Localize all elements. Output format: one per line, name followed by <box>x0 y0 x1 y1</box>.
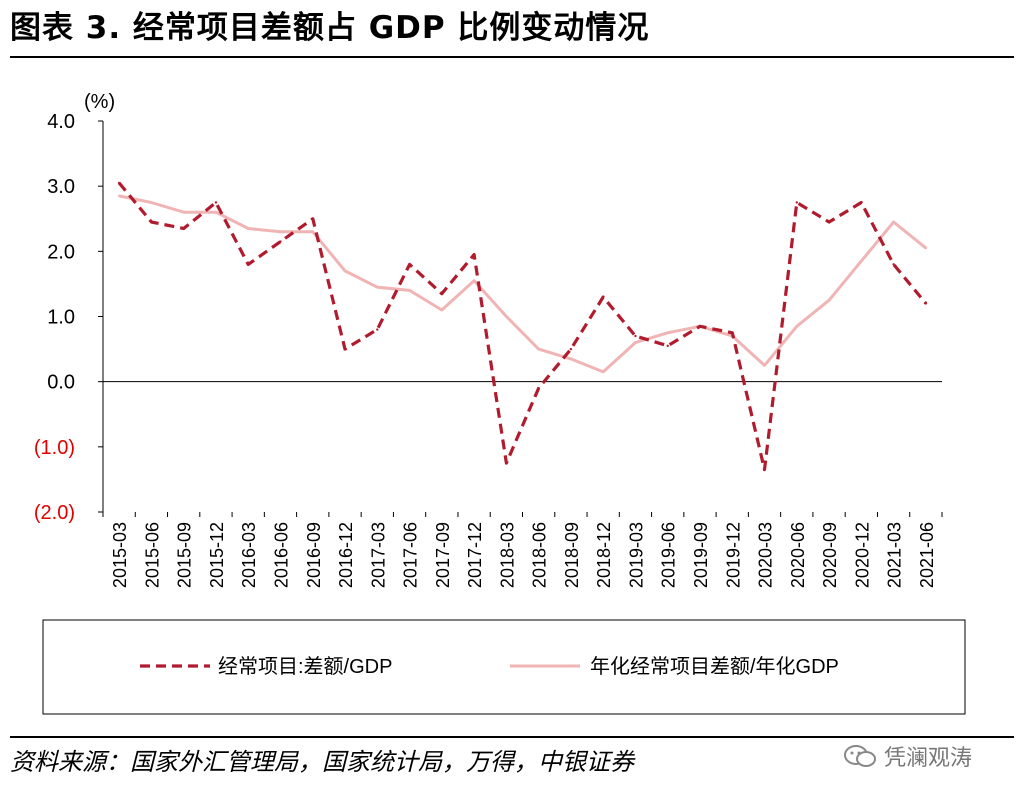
watermark: 凭澜观涛 <box>842 740 972 772</box>
x-tick-label: 2019-06 <box>659 522 679 588</box>
figure-title: 图表 3. 经常项目差额占 GDP 比例变动情况 <box>10 10 650 46</box>
y-tick-label: 2.0 <box>47 241 75 263</box>
y-tick-label: 4.0 <box>47 111 75 133</box>
x-tick-label: 2016-09 <box>304 522 324 588</box>
series-annualized-point <box>827 299 831 302</box>
series-annualized-point <box>279 230 282 233</box>
x-tick-label: 2020-03 <box>756 522 776 588</box>
x-tick-label: 2018-09 <box>562 522 582 588</box>
series-annualized-point <box>311 230 314 233</box>
series-current-account-point <box>601 295 605 299</box>
series-annualized-point <box>666 331 669 334</box>
series-annualized-point <box>763 364 766 367</box>
x-tick-label: 2016-03 <box>239 522 259 588</box>
x-tick-label: 2019-03 <box>626 522 646 588</box>
y-tick-label: 3.0 <box>47 176 75 198</box>
x-tick-label: 2021-03 <box>885 522 905 588</box>
series-current-account-point <box>698 325 702 328</box>
series-current-account-point <box>343 347 347 351</box>
source-note: 资料来源：国家外汇管理局，国家统计局，万得，中银证券 <box>10 748 634 776</box>
series-annualized-point <box>182 211 185 214</box>
series-annualized-point <box>376 285 379 289</box>
x-tick-label: 2019-12 <box>723 522 743 588</box>
series-current-account-point <box>408 263 411 266</box>
series-annualized-line <box>118 194 927 374</box>
series-annualized-point <box>860 259 863 263</box>
series-annualized-point <box>472 279 476 282</box>
y-tick-label: 0.0 <box>47 372 75 394</box>
x-tick-label: 2020-09 <box>820 522 840 588</box>
series-current-account-point <box>117 181 121 185</box>
series-current-account-point <box>182 227 185 230</box>
y-axis-unit: (%) <box>84 91 115 113</box>
series-annualized-point <box>505 315 508 318</box>
y-tick-label: 1.0 <box>47 307 75 329</box>
watermark-text: 凭澜观涛 <box>884 746 973 771</box>
legend-label-current-account: 经常项目:差额/GDP <box>218 655 392 678</box>
series-annualized-point <box>537 347 540 351</box>
series-current-account-point <box>827 220 831 224</box>
x-tick-label: 2017-12 <box>465 522 485 588</box>
series-current-account-point <box>150 220 153 224</box>
series-annualized-point <box>795 325 798 328</box>
series-annualized-point <box>924 246 928 250</box>
series-current-account-point <box>924 302 928 305</box>
series-current-account-point <box>279 240 282 243</box>
series-current-account-point <box>311 217 314 220</box>
x-tick-label: 2018-06 <box>530 522 550 588</box>
series-current-account-point <box>214 201 218 204</box>
x-tick-label: 2016-06 <box>271 522 291 588</box>
series-annualized-point <box>892 220 895 224</box>
x-tick-label: 2017-03 <box>368 522 388 588</box>
series-annualized-point <box>569 357 573 361</box>
x-tick-label: 2018-12 <box>594 522 614 588</box>
legend-label-annualized: 年化经常项目差额/年化GDP <box>590 655 839 678</box>
x-tick-label: 2017-06 <box>401 522 421 588</box>
series-current-account-point <box>505 461 508 465</box>
series-current-account-point <box>247 263 250 266</box>
x-tick-label: 2018-03 <box>497 522 517 588</box>
series-annualized-point <box>214 211 218 214</box>
x-tick-label: 2016-12 <box>336 522 356 588</box>
series-current-account-point <box>666 344 669 348</box>
series-annualized-point <box>117 194 121 198</box>
series-annualized-point <box>440 308 444 312</box>
series-annualized-point <box>150 201 153 204</box>
y-tick-label: (1.0) <box>34 437 75 459</box>
series-current-account-point <box>472 253 476 256</box>
wechat-icon <box>844 745 876 767</box>
series-annualized-point <box>634 341 637 344</box>
x-tick-label: 2015-09 <box>175 522 195 588</box>
x-tick-label: 2019-09 <box>691 522 711 588</box>
x-tick-label: 2015-06 <box>142 522 162 588</box>
series-current-account-point <box>731 331 734 334</box>
series-annualized-point <box>343 269 347 273</box>
x-tick-label: 2017-09 <box>433 522 453 588</box>
series-current-account-point <box>537 386 540 390</box>
source-rule <box>10 736 1014 738</box>
x-tick-label: 2015-12 <box>207 522 227 588</box>
x-tick-label: 2015-03 <box>110 522 130 588</box>
series-annualized-point <box>408 289 411 292</box>
y-tick-label: (2.0) <box>34 502 75 524</box>
series-current-account-point <box>860 201 863 204</box>
series-current-account-point <box>440 292 444 295</box>
series-current-account-point <box>569 347 573 351</box>
line-chart: 4.0 3.0 2.0 1.0 0.0 (1.0) (2.0) (%) 2015-03 2015-… <box>34 91 966 715</box>
x-tick-label: 2020-12 <box>852 522 872 588</box>
series-annualized-point <box>247 227 250 230</box>
series-current-account-point <box>892 263 895 266</box>
x-tick-label: 2020-06 <box>788 522 808 588</box>
series-current-account-point <box>795 201 798 204</box>
series-current-account-point <box>634 334 637 338</box>
series-annualized-point <box>601 370 605 374</box>
legend-box <box>42 619 966 715</box>
x-tick-label: 2021-06 <box>917 522 937 588</box>
series-current-account-point <box>763 468 766 471</box>
series-current-account-line <box>117 181 928 472</box>
series-current-account-point <box>376 328 379 331</box>
title-rule <box>10 56 1014 58</box>
